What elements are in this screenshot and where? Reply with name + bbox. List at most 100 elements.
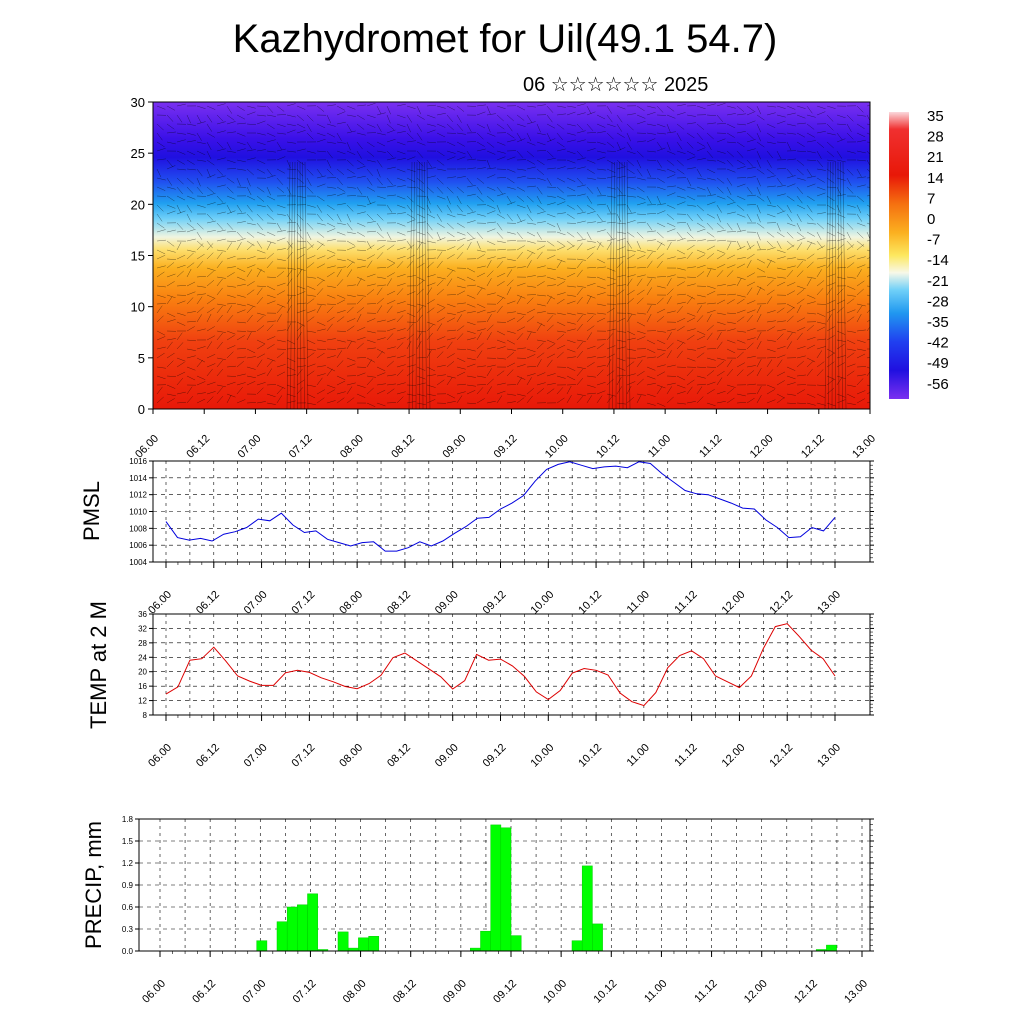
wind-barb <box>246 281 255 287</box>
wind-barb <box>206 267 216 271</box>
wind-barb <box>386 231 392 241</box>
wind-barb <box>646 313 652 323</box>
wind-barb <box>356 204 366 207</box>
wind-barb <box>196 381 206 386</box>
wind-barb <box>476 249 486 253</box>
wind-barb <box>396 185 406 188</box>
wind-barb <box>216 229 226 233</box>
wind-barb <box>816 361 825 368</box>
wind-barb <box>166 131 176 134</box>
wind-barb <box>576 312 586 315</box>
wind-barb <box>266 123 275 129</box>
wind-barb <box>176 222 184 230</box>
wind-barb <box>686 296 693 305</box>
wind-barb <box>656 210 666 215</box>
wind-barb <box>346 318 356 323</box>
wind-barb <box>466 204 474 212</box>
wind-barb <box>636 394 642 404</box>
wind-barb <box>326 271 335 278</box>
wind-barb <box>516 186 525 192</box>
wind-barb <box>826 282 836 287</box>
wind-barb <box>756 177 761 187</box>
wind-barb <box>236 212 246 215</box>
wind-barb <box>836 343 845 350</box>
wind-barb <box>736 213 746 218</box>
wind-barb <box>596 114 606 120</box>
wind-barb <box>436 307 445 314</box>
wind-barb <box>846 123 852 132</box>
wind-barb <box>766 105 776 108</box>
wind-barb <box>616 274 626 278</box>
wind-barb <box>766 389 775 395</box>
wind-barb <box>376 105 382 115</box>
wind-barb <box>276 395 283 404</box>
wind-barb <box>796 298 805 305</box>
wind-barb <box>186 213 192 223</box>
wind-barb <box>646 278 653 287</box>
wind-barb <box>686 156 696 161</box>
wind-barb <box>866 177 870 179</box>
wind-barb <box>806 368 813 377</box>
wind-barb <box>816 338 826 341</box>
wind-barb <box>406 114 413 123</box>
wind-barb <box>336 391 346 395</box>
wind-barb <box>606 328 616 332</box>
wind-barb <box>766 289 775 296</box>
wind-barb <box>636 249 646 253</box>
wind-barb <box>608 161 613 409</box>
wind-barb <box>236 373 246 377</box>
wind-barb <box>336 350 343 359</box>
wind-barb <box>426 240 436 244</box>
wind-barb <box>556 222 561 232</box>
wind-barb <box>776 177 783 186</box>
wind-barb <box>866 285 870 287</box>
wind-barb <box>206 168 211 178</box>
wind-barb <box>176 177 184 185</box>
wind-barb <box>766 276 776 279</box>
wind-barb <box>386 157 396 161</box>
wind-barb <box>156 177 166 181</box>
wind-barb <box>686 195 696 201</box>
wind-barb <box>296 159 305 166</box>
wind-barb <box>266 195 276 201</box>
wind-barb <box>756 114 765 121</box>
wind-barb <box>786 332 793 341</box>
wind-barb <box>856 195 865 203</box>
wind-barb <box>826 141 834 149</box>
wind-barb <box>736 257 746 260</box>
x-tick-label: 06.00 <box>146 589 174 617</box>
wind-barb <box>536 321 546 327</box>
wind-barb <box>806 123 815 130</box>
wind-barb <box>666 364 676 368</box>
wind-barb <box>486 278 492 287</box>
wind-barb <box>286 103 296 107</box>
wind-barb <box>186 150 196 156</box>
wind-barb <box>836 177 846 181</box>
wind-barb <box>546 157 556 161</box>
wind-barb <box>276 387 284 395</box>
wind-barb <box>626 159 634 167</box>
wind-barb <box>686 186 696 190</box>
wind-barb <box>196 392 206 395</box>
wind-barb <box>266 186 271 196</box>
wind-barb <box>496 150 506 154</box>
wind-barb <box>176 150 186 155</box>
wind-barb <box>186 132 196 136</box>
wind-barb <box>356 141 363 150</box>
wind-barb <box>606 114 613 123</box>
wind-barb <box>586 221 596 224</box>
wind-barb <box>486 150 496 155</box>
wind-barb <box>746 259 752 269</box>
wind-barb <box>516 377 523 386</box>
wind-barb <box>276 186 285 193</box>
wind-barb <box>686 213 693 222</box>
wind-barb <box>596 168 606 171</box>
wind-barb <box>256 204 266 208</box>
wind-barb <box>306 177 312 187</box>
wind-barb <box>516 393 526 397</box>
x-tick-label: 11.12 <box>672 742 699 769</box>
wind-barb <box>826 308 836 314</box>
wind-barb <box>326 228 336 233</box>
wind-barb <box>596 177 606 179</box>
wind-barb <box>526 159 535 165</box>
